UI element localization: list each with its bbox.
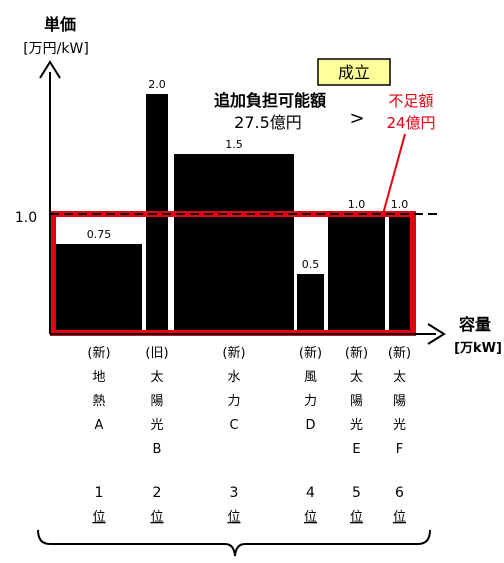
category-5-line-2: 太 (350, 370, 363, 385)
bar-value-label-6: 1.0 (391, 198, 409, 211)
bar-4 (297, 274, 324, 334)
category-1-line-1: (新) (87, 345, 110, 361)
rank-suffix-1: 位 (92, 510, 105, 525)
rank-suffix-3: 位 (227, 510, 240, 525)
rank-suffix-2: 位 (150, 510, 163, 525)
category-3-line-3: 力 (227, 394, 240, 409)
category-4-line-1: (新) (299, 345, 322, 361)
annotation-pointer (382, 133, 406, 215)
category-1-line-3: 熱 (92, 394, 105, 409)
rank-1: 1 (95, 485, 104, 501)
category-2-line-2: 太 (150, 370, 163, 385)
category-labels-group: (新)地熱A1位(旧)太陽光B2位(新)水力C3位(新)風力D4位(新)太陽光E… (87, 345, 411, 525)
rank-suffix-6: 位 (393, 510, 406, 525)
bottom-brace (37, 529, 431, 557)
category-6-line-4: 光 (393, 418, 406, 433)
rank-5: 5 (352, 485, 361, 501)
category-6-line-2: 太 (393, 370, 406, 385)
category-3-line-4: C (229, 418, 238, 433)
bar-value-label-4: 0.5 (302, 258, 320, 271)
category-5-line-5: E (352, 442, 360, 457)
category-5-line-3: 陽 (350, 394, 363, 409)
bar-value-label-2: 2.0 (148, 78, 166, 91)
y-axis-unit: [万円/kW] (23, 41, 89, 57)
annotation-line-1: 追加負担可能額 (214, 91, 326, 110)
rank-6: 6 (395, 485, 404, 501)
category-1-line-4: A (95, 418, 104, 433)
bar-value-label-5: 1.0 (348, 198, 366, 211)
category-3-line-2: 水 (227, 370, 240, 385)
bar-value-label-3: 1.5 (225, 138, 243, 151)
success-badge-text: 成立 (338, 63, 370, 82)
rank-4: 4 (306, 485, 315, 501)
category-4-line-4: D (305, 418, 315, 433)
y-axis-title: 単価 (44, 15, 76, 34)
category-6-line-1: (新) (388, 345, 411, 361)
annotation-red-line-1: 不足額 (388, 92, 433, 110)
comparison-symbol: > (349, 108, 364, 129)
category-2-line-1: (旧) (145, 346, 168, 361)
rank-3: 3 (230, 485, 239, 501)
bar-1 (56, 244, 142, 334)
category-2-line-4: 光 (150, 418, 163, 433)
category-6-line-5: F (396, 442, 403, 457)
rank-suffix-5: 位 (350, 510, 363, 525)
bar-6 (389, 214, 410, 334)
category-5-line-1: (新) (345, 345, 368, 361)
category-2-line-3: 陽 (150, 394, 163, 409)
category-3-line-1: (新) (222, 345, 245, 361)
rank-2: 2 (153, 485, 162, 501)
category-4-line-3: 力 (304, 394, 317, 409)
category-4-line-2: 風 (304, 370, 317, 385)
bar-5 (328, 214, 385, 334)
bar-3 (174, 154, 294, 334)
category-6-line-3: 陽 (393, 394, 406, 409)
category-1-line-2: 地 (92, 370, 105, 385)
bar-labels-group: 0.75 2.0 1.5 0.5 1.0 1.0 (87, 78, 409, 271)
x-axis-unit: [万kW] (454, 341, 502, 356)
category-5-line-4: 光 (350, 418, 363, 433)
reference-line-label: 1.0 (15, 210, 37, 226)
y-axis-arrow (39, 60, 61, 79)
bars-group (56, 94, 410, 334)
x-axis-arrow (427, 323, 446, 345)
annotation-line-2: 27.5億円 (234, 113, 302, 132)
category-2-line-5: B (153, 442, 162, 457)
x-axis-title: 容量 (458, 315, 491, 334)
bar-value-label-1: 0.75 (87, 228, 112, 241)
success-badge (317, 58, 391, 86)
rank-suffix-4: 位 (304, 510, 317, 525)
annotation-red-line-2: 24億円 (386, 114, 435, 132)
